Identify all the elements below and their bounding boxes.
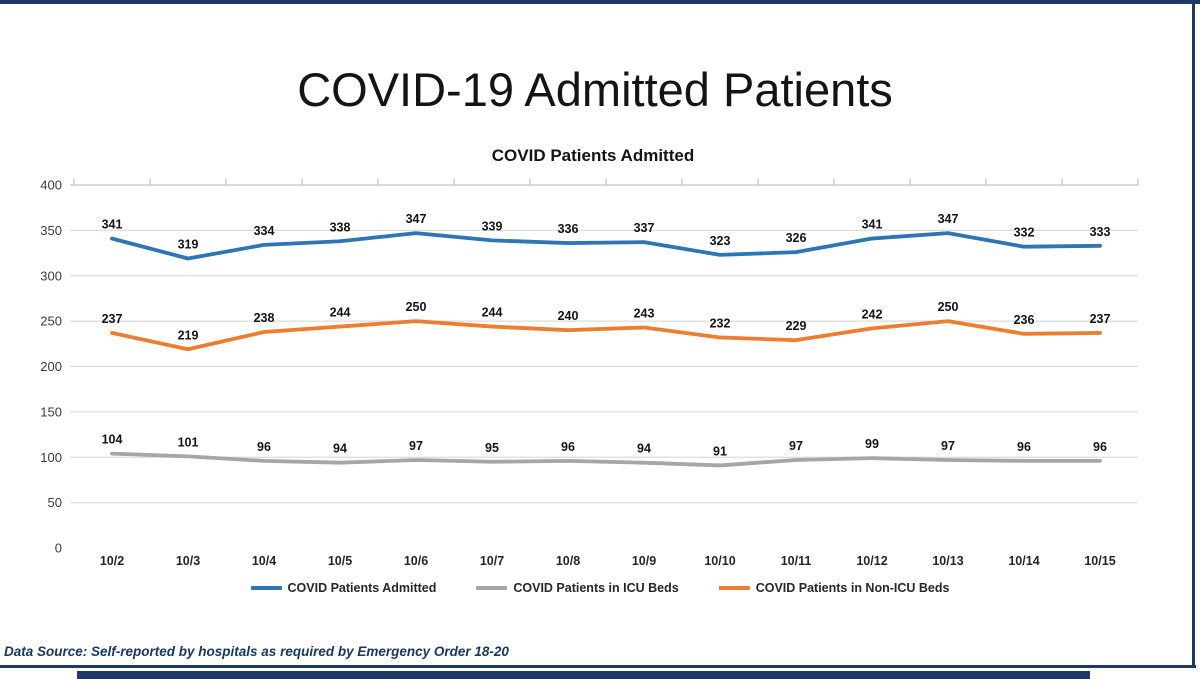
legend-swatch-non-icu-icon [718,586,750,590]
footer-bar [77,671,1090,679]
svg-text:319: 319 [178,238,199,252]
right-border-line [1192,0,1195,668]
svg-text:91: 91 [713,444,727,458]
svg-text:237: 237 [1090,312,1111,326]
svg-text:10/11: 10/11 [781,554,812,568]
svg-text:150: 150 [40,404,62,419]
svg-text:94: 94 [637,442,651,456]
svg-text:333: 333 [1090,225,1111,239]
svg-text:101: 101 [178,435,199,449]
svg-text:326: 326 [786,231,807,245]
svg-text:0: 0 [55,541,62,556]
svg-text:10/9: 10/9 [632,554,656,568]
legend-swatch-icu-icon [476,586,508,590]
page-title: COVID-19 Admitted Patients [297,63,893,116]
top-border-line [0,0,1200,4]
svg-text:96: 96 [1093,440,1107,454]
svg-text:244: 244 [482,306,503,320]
svg-text:338: 338 [330,220,351,234]
svg-text:339: 339 [482,219,503,233]
svg-text:96: 96 [561,440,575,454]
svg-text:232: 232 [710,316,731,330]
svg-text:96: 96 [257,440,271,454]
svg-text:10/2: 10/2 [100,554,124,568]
svg-text:10/13: 10/13 [932,554,963,568]
svg-text:236: 236 [1014,313,1035,327]
svg-text:10/8: 10/8 [556,554,580,568]
svg-text:341: 341 [102,218,123,232]
svg-text:350: 350 [40,223,62,238]
svg-text:250: 250 [938,300,959,314]
svg-text:250: 250 [406,300,427,314]
svg-text:238: 238 [254,311,275,325]
svg-text:243: 243 [634,306,655,320]
svg-text:10/3: 10/3 [176,554,200,568]
svg-text:300: 300 [40,268,62,283]
svg-text:10/12: 10/12 [856,554,887,568]
svg-text:334: 334 [254,224,275,238]
svg-text:341: 341 [862,218,883,232]
legend-item-admitted: COVID Patients Admitted [250,581,437,595]
legend-item-icu: COVID Patients in ICU Beds [476,581,679,595]
svg-text:250: 250 [40,314,62,329]
legend-label: COVID Patients Admitted [287,581,437,595]
svg-text:219: 219 [178,328,199,342]
chart-title: COVID Patients Admitted [491,146,695,165]
svg-text:242: 242 [862,307,883,321]
legend-item-non-icu: COVID Patients in Non-ICU Beds [718,581,950,595]
svg-text:104: 104 [102,433,123,447]
legend-swatch-admitted-icon [250,586,282,590]
svg-text:10/4: 10/4 [252,554,276,568]
svg-text:237: 237 [102,312,123,326]
svg-text:336: 336 [558,222,579,236]
svg-text:229: 229 [786,319,807,333]
svg-text:323: 323 [710,234,731,248]
svg-text:10/10: 10/10 [704,554,735,568]
svg-text:10/14: 10/14 [1008,554,1039,568]
svg-text:10/5: 10/5 [328,554,352,568]
svg-text:97: 97 [789,439,803,453]
svg-text:10/15: 10/15 [1084,554,1115,568]
svg-text:244: 244 [330,306,351,320]
svg-text:332: 332 [1014,226,1035,240]
footer-hairline [0,665,1196,668]
legend-label: COVID Patients in Non-ICU Beds [755,581,950,595]
chart-legend: COVID Patients Admitted COVID Patients i… [0,581,1200,595]
svg-text:240: 240 [558,309,579,323]
svg-text:97: 97 [409,439,423,453]
svg-text:94: 94 [333,442,347,456]
svg-text:99: 99 [865,437,879,451]
legend-label: COVID Patients in ICU Beds [513,581,679,595]
svg-text:200: 200 [40,359,62,374]
svg-text:50: 50 [48,495,62,510]
svg-text:97: 97 [941,439,955,453]
svg-text:347: 347 [406,212,427,226]
covid-admissions-line-chart: 0 50 100 150 200 250 300 350 400 10/2 10/3 10/4 10/5… [40,178,1139,568]
svg-text:337: 337 [634,221,655,235]
svg-text:100: 100 [40,450,62,465]
svg-text:347: 347 [938,212,959,226]
svg-text:96: 96 [1017,440,1031,454]
data-source-note: Data Source: Self-reported by hospitals … [4,644,509,659]
svg-text:400: 400 [40,178,62,193]
svg-text:10/6: 10/6 [404,554,428,568]
svg-text:95: 95 [485,441,499,455]
svg-text:10/7: 10/7 [480,554,504,568]
